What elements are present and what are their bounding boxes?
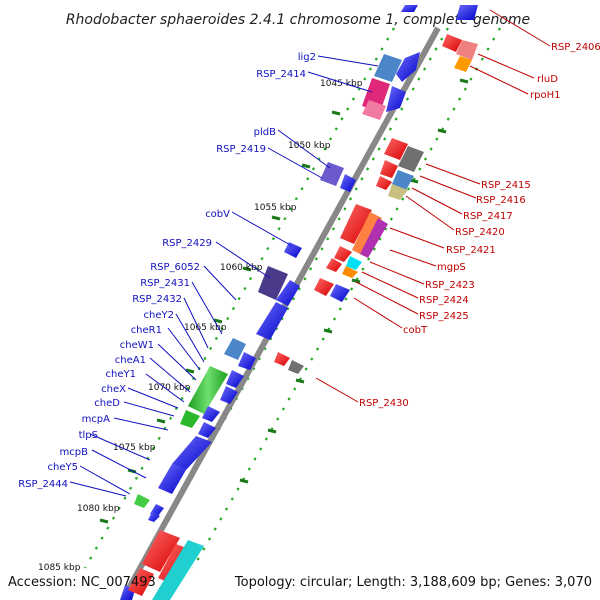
gene-label-mgps: mgpS	[437, 262, 466, 273]
kbp-label: 1070 kbp	[148, 383, 191, 393]
gene-label-rsp2414: RSP_2414	[256, 69, 306, 80]
kbp-label: 1065 kbp	[184, 323, 227, 333]
gene-label-chey2: cheY2	[144, 310, 174, 321]
gene-label-chex: cheX	[101, 384, 126, 395]
gene-label-lig2: lig2	[298, 52, 316, 63]
kbp-label: 1060 kbp	[220, 263, 263, 273]
kbp-label: 1050 kbp	[288, 141, 331, 151]
gene-label-rsp2444: RSP_2444	[18, 479, 68, 490]
right-gene-labels	[315, 9, 551, 403]
gene-label-rsp2425: RSP_2425	[419, 311, 469, 322]
gene-label-rsp2417: RSP_2417	[463, 211, 513, 222]
map-title: Rhodobacter sphaeroides 2.4.1 chromosome…	[66, 12, 530, 28]
gene-label-rsp2421: RSP_2421	[446, 245, 496, 256]
gene-label-cobt: cobT	[403, 325, 428, 336]
gene-label-rsp2420: RSP_2420	[455, 227, 505, 238]
accession-text: Accession: NC_007493	[8, 575, 156, 590]
gene-label-rsp2424: RSP_2424	[419, 295, 469, 306]
gene-label-cobv: cobV	[205, 209, 230, 220]
gene-label-rsp2406: RSP_2406	[551, 42, 600, 53]
kbp-labels: 1045 kbp 1050 kbp 1055 kbp 1060 kbp 1065…	[38, 79, 363, 573]
kbp-label: 1045 kbp	[320, 79, 363, 89]
gene-label-rsp2429: RSP_2429	[162, 238, 212, 249]
right-gene-label-texts: RSP_2406 rluD rpoH1 RSP_2415 RSP_2416 RS…	[359, 42, 600, 409]
gene-label-rsp2432: RSP_2432	[132, 294, 182, 305]
gene-label-ched: cheD	[94, 398, 120, 409]
gene-label-mcpa: mcpA	[82, 414, 111, 425]
forward-strand-features	[120, 5, 420, 600]
left-gene-label-texts: lig2 RSP_2414 pldB RSP_2419 cobV RSP_242…	[18, 52, 316, 490]
kbp-label: 1085 kbp	[38, 563, 81, 573]
gene-label-tlps: tlpS	[79, 430, 98, 441]
gene-label-rlud: rluD	[537, 74, 558, 85]
gene-label-rsp2430: RSP_2430	[359, 398, 409, 409]
topology-text: Topology: circular; Length: 3,188,609 bp…	[234, 575, 592, 590]
gene-label-rsp2415: RSP_2415	[481, 180, 531, 191]
left-gene-labels	[69, 55, 379, 497]
reverse-strand-features	[128, 5, 478, 600]
gene-label-rsp2419: RSP_2419	[216, 144, 266, 155]
kbp-label: 1075 kbp	[113, 443, 156, 453]
gene-label-pldb: pldB	[254, 127, 276, 138]
gene-label-rsp2431: RSP_2431	[140, 278, 190, 289]
gene-label-cher1: cheR1	[131, 325, 162, 336]
gene-label-rsp6052: RSP_6052	[150, 262, 200, 273]
kbp-label: 1080 kbp	[77, 504, 120, 514]
gene-label-chea1: cheA1	[115, 355, 146, 366]
gene-label-rsp2423: RSP_2423	[425, 280, 475, 291]
gene-label-chey1: cheY1	[106, 369, 136, 380]
gene-label-chey5: cheY5	[48, 462, 78, 473]
gene-label-rsp2416: RSP_2416	[476, 195, 526, 206]
kbp-label: 1055 kbp	[254, 203, 297, 213]
gene-label-mcpb: mcpB	[60, 447, 89, 458]
gene-label-chew1: cheW1	[120, 340, 154, 351]
gene-label-rpoh1: rpoH1	[530, 90, 560, 101]
